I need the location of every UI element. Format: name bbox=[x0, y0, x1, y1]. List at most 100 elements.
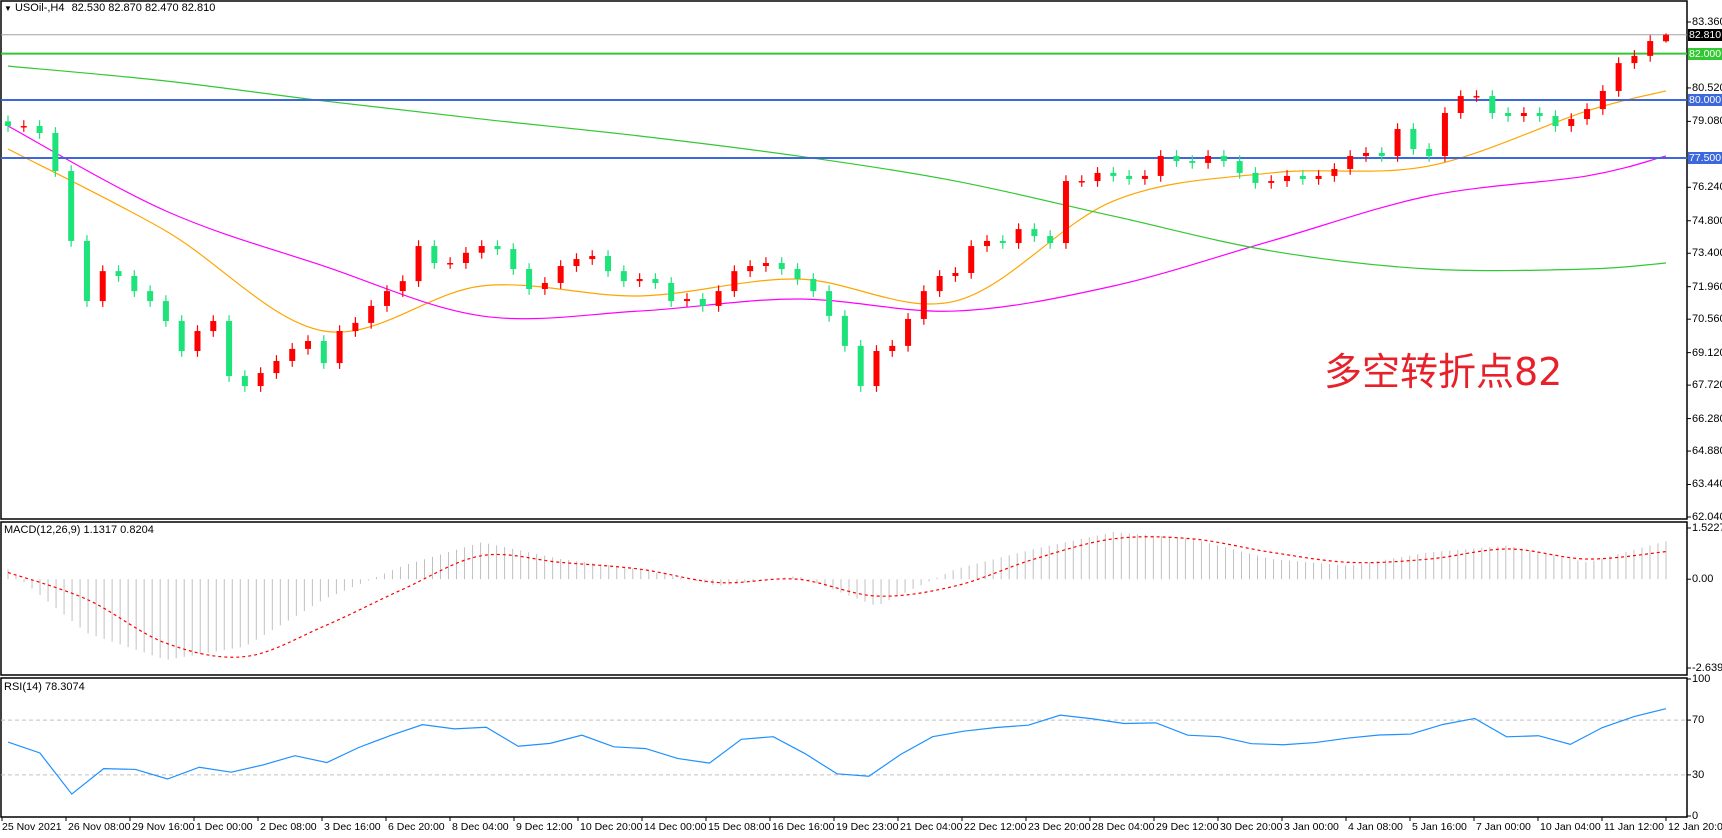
price-axis-label: 62.040 bbox=[1692, 511, 1722, 523]
time-axis-label: 3 Jan 00:00 bbox=[1284, 821, 1339, 833]
candle bbox=[241, 370, 248, 392]
candle-body bbox=[1599, 90, 1606, 110]
candle bbox=[1505, 107, 1512, 122]
candle bbox=[1173, 150, 1180, 167]
candle-body bbox=[115, 271, 122, 277]
candle bbox=[478, 240, 485, 259]
time-axis-label: 10 Dec 20:00 bbox=[580, 821, 643, 833]
time-axis-label: 8 Dec 04:00 bbox=[452, 821, 509, 833]
candle bbox=[131, 270, 138, 297]
candle-body bbox=[1015, 229, 1022, 244]
time-axis-label: 23 Dec 20:00 bbox=[1028, 821, 1091, 833]
candle-body bbox=[1552, 116, 1559, 127]
macd-axis-label: 1.5227 bbox=[1692, 522, 1722, 534]
candle bbox=[1568, 113, 1575, 132]
candle-body bbox=[573, 259, 580, 267]
candle-body bbox=[857, 345, 864, 387]
candle bbox=[289, 343, 296, 367]
time-axis-label: 25 Nov 2021 bbox=[2, 821, 62, 833]
candle-body bbox=[589, 256, 596, 260]
candle-body bbox=[147, 291, 154, 302]
candle bbox=[810, 273, 817, 297]
candle bbox=[1284, 170, 1291, 187]
candle bbox=[1489, 90, 1496, 119]
candle bbox=[1299, 170, 1306, 185]
price-axis-label: 67.720 bbox=[1692, 379, 1722, 392]
candle-body bbox=[1252, 172, 1259, 183]
candle bbox=[1362, 147, 1369, 162]
time-axis-label: 9 Dec 12:00 bbox=[516, 821, 573, 833]
candle-body bbox=[510, 249, 517, 270]
dropdown-triangle-icon[interactable]: ▼ bbox=[4, 4, 12, 13]
candle bbox=[794, 263, 801, 285]
candle-body bbox=[1094, 172, 1101, 182]
rsi-axis-label: 70 bbox=[1692, 714, 1705, 727]
candle bbox=[1457, 90, 1464, 119]
time-axis-label: 10 Jan 04:00 bbox=[1540, 821, 1601, 833]
candle bbox=[431, 240, 438, 269]
candle-body bbox=[415, 246, 422, 282]
price-axis-label: 73.400 bbox=[1692, 247, 1722, 260]
candle-body bbox=[431, 246, 438, 263]
candle bbox=[1094, 167, 1101, 187]
candle-body bbox=[320, 341, 327, 364]
time-axis-label: 7 Jan 00:00 bbox=[1476, 821, 1531, 833]
symbol-label: USOil-,H4 bbox=[14, 2, 65, 14]
candle bbox=[257, 367, 264, 392]
candle bbox=[857, 340, 864, 392]
time-axis-label: 28 Dec 04:00 bbox=[1092, 821, 1155, 833]
time-axis-label: 4 Jan 08:00 bbox=[1348, 821, 1403, 833]
candle bbox=[747, 260, 754, 277]
candle bbox=[999, 235, 1006, 249]
candle-body bbox=[20, 126, 27, 128]
candle bbox=[352, 317, 359, 337]
candle bbox=[383, 285, 390, 312]
macd-axis-label: -2.6392 bbox=[1692, 662, 1722, 674]
rsi-axis-label: 100 bbox=[1692, 673, 1711, 685]
candle-body bbox=[5, 121, 11, 127]
candle-body bbox=[1441, 113, 1448, 156]
candle-body bbox=[1268, 181, 1275, 183]
time-axis-label: 3 Dec 16:00 bbox=[324, 821, 381, 833]
symbol-header[interactable]: ▼ USOil-,H4 82.530 82.870 82.470 82.810 bbox=[4, 2, 215, 14]
time-axis-label: 22 Dec 12:00 bbox=[964, 821, 1027, 833]
candle bbox=[1536, 107, 1543, 122]
candle-body bbox=[1331, 168, 1338, 176]
candle bbox=[589, 250, 596, 265]
candle bbox=[731, 265, 738, 297]
candle-body bbox=[526, 269, 533, 290]
candle-body bbox=[1078, 181, 1085, 183]
candle-body bbox=[478, 246, 485, 253]
candle-body bbox=[699, 298, 706, 306]
candle-body bbox=[399, 281, 406, 292]
candle bbox=[526, 263, 533, 295]
candle-body bbox=[52, 132, 59, 172]
pane-frame-0 bbox=[0, 0, 1688, 520]
candle-body bbox=[131, 276, 138, 292]
candle bbox=[968, 240, 975, 279]
level-price-tag: 80.000 bbox=[1688, 94, 1722, 106]
candle-body bbox=[36, 126, 43, 133]
candle bbox=[1062, 175, 1069, 249]
candle-body bbox=[747, 266, 754, 272]
rsi-axis-label: 0 bbox=[1692, 810, 1699, 822]
price-axis-label: 69.120 bbox=[1692, 346, 1722, 359]
candle-body bbox=[605, 256, 612, 272]
rsi-label: RSI(14) 78.3074 bbox=[4, 681, 85, 693]
candle-body bbox=[1157, 155, 1164, 176]
level-price-tag: 82.000 bbox=[1688, 47, 1722, 60]
macd-axis-label: 0.00 bbox=[1692, 573, 1714, 586]
candle bbox=[620, 265, 627, 287]
price-axis-label: 76.240 bbox=[1692, 181, 1722, 194]
candle bbox=[273, 355, 280, 379]
candle bbox=[1331, 163, 1338, 182]
candle-body bbox=[257, 373, 264, 387]
ohlc-readout: 82.530 82.870 82.470 82.810 bbox=[71, 2, 216, 14]
candle bbox=[1441, 107, 1448, 162]
time-axis-label: 2 Dec 08:00 bbox=[260, 821, 317, 833]
candle-body bbox=[99, 271, 106, 302]
candle bbox=[1631, 50, 1638, 69]
candle-body bbox=[1394, 129, 1401, 156]
candle bbox=[305, 335, 312, 355]
candle bbox=[399, 275, 406, 297]
